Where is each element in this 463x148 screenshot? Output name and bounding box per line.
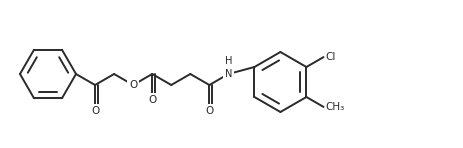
Text: O: O [91,106,99,116]
Text: N: N [224,69,232,79]
Text: H: H [224,56,232,66]
Text: O: O [205,106,213,116]
Text: O: O [148,95,156,105]
Text: CH₃: CH₃ [325,102,344,112]
Text: Cl: Cl [325,52,335,62]
Text: O: O [129,80,137,90]
